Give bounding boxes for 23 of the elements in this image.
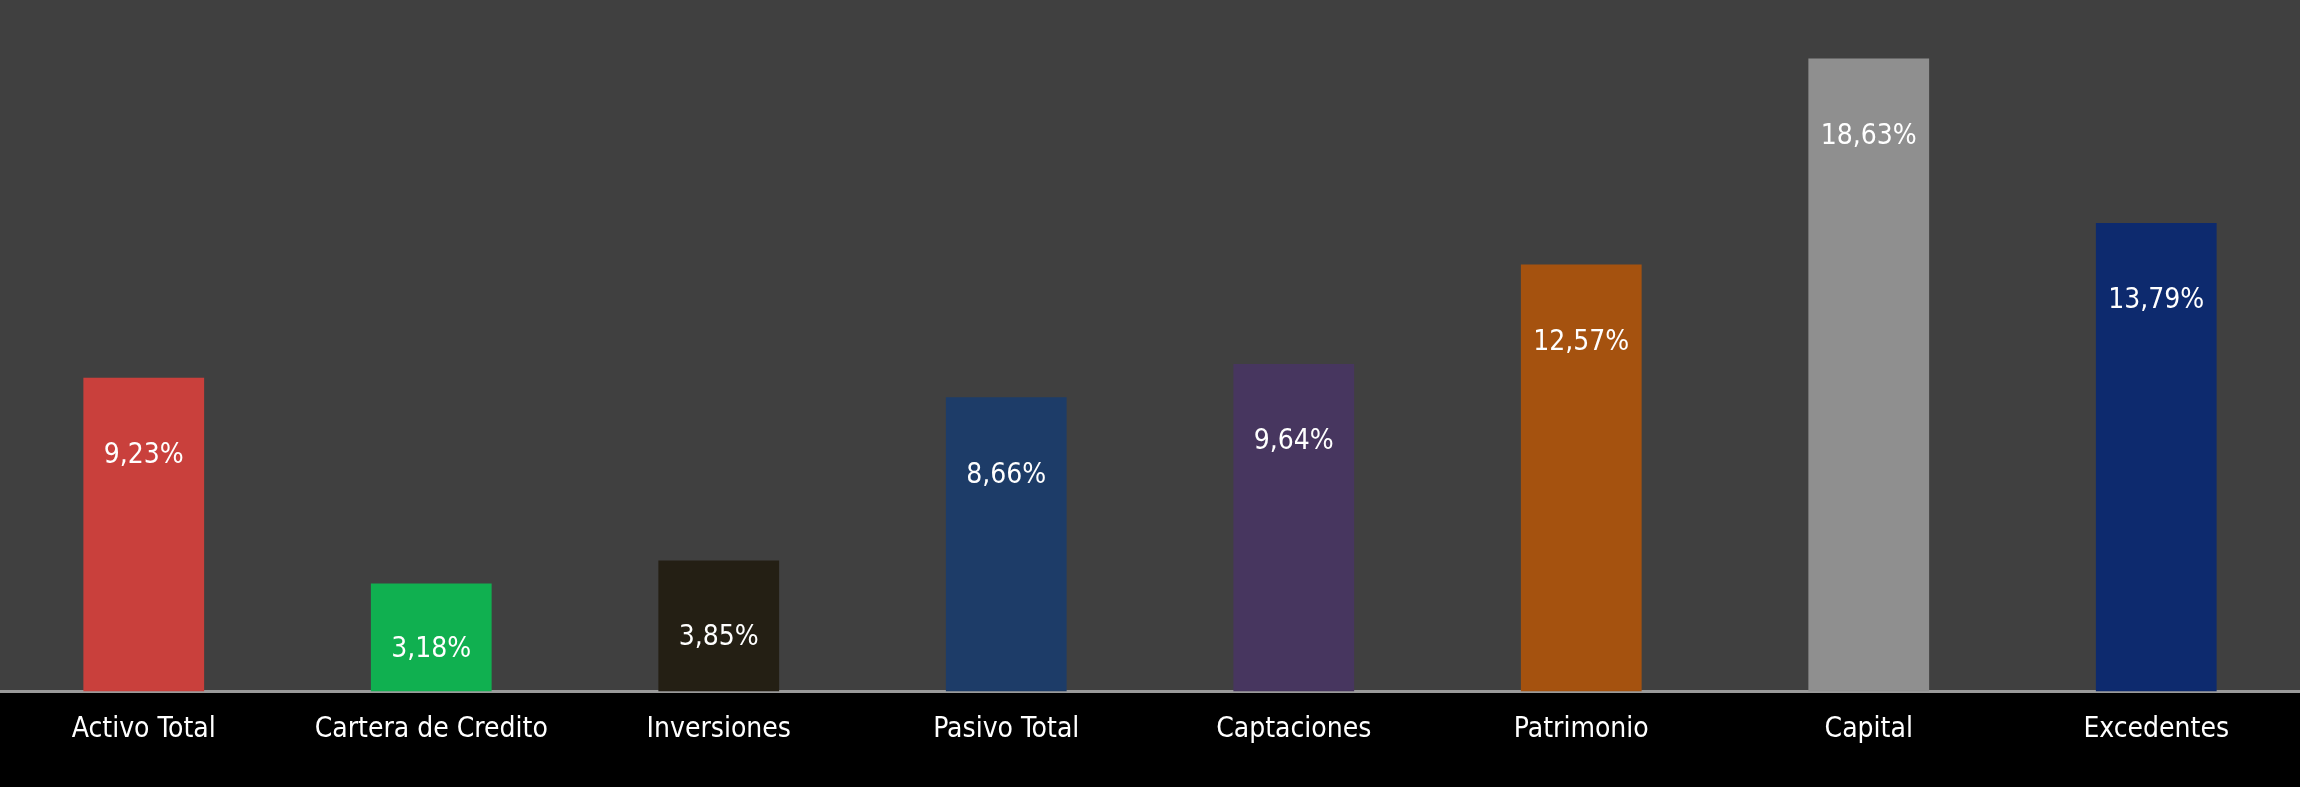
x-tick-label: Activo Total (71, 711, 216, 745)
data-label: 18,63% (1820, 117, 1917, 151)
bar (370, 583, 492, 692)
x-tick-label: Cartera de Credito (314, 711, 548, 745)
bar (2095, 222, 2217, 692)
x-tick-label: Patrimonio (1513, 711, 1649, 745)
data-label: 9,23% (103, 437, 184, 471)
x-tick-label: Captaciones (1216, 711, 1372, 745)
x-tick-label: Excedentes (2083, 711, 2230, 745)
bar (658, 560, 780, 692)
x-tick-label: Pasivo Total (933, 711, 1080, 745)
data-label: 13,79% (2108, 282, 2205, 316)
bar (1233, 363, 1355, 692)
data-label: 9,64% (1253, 423, 1334, 457)
x-tick-label: Inversiones (646, 711, 791, 745)
x-tick-label: Capital (1824, 711, 1913, 745)
bar (83, 377, 205, 692)
bar (1520, 264, 1642, 692)
data-label: 3,85% (678, 619, 759, 653)
bar (945, 397, 1067, 692)
data-label: 12,57% (1533, 323, 1630, 357)
data-label: 8,66% (966, 456, 1047, 490)
data-label: 3,18% (391, 630, 472, 664)
